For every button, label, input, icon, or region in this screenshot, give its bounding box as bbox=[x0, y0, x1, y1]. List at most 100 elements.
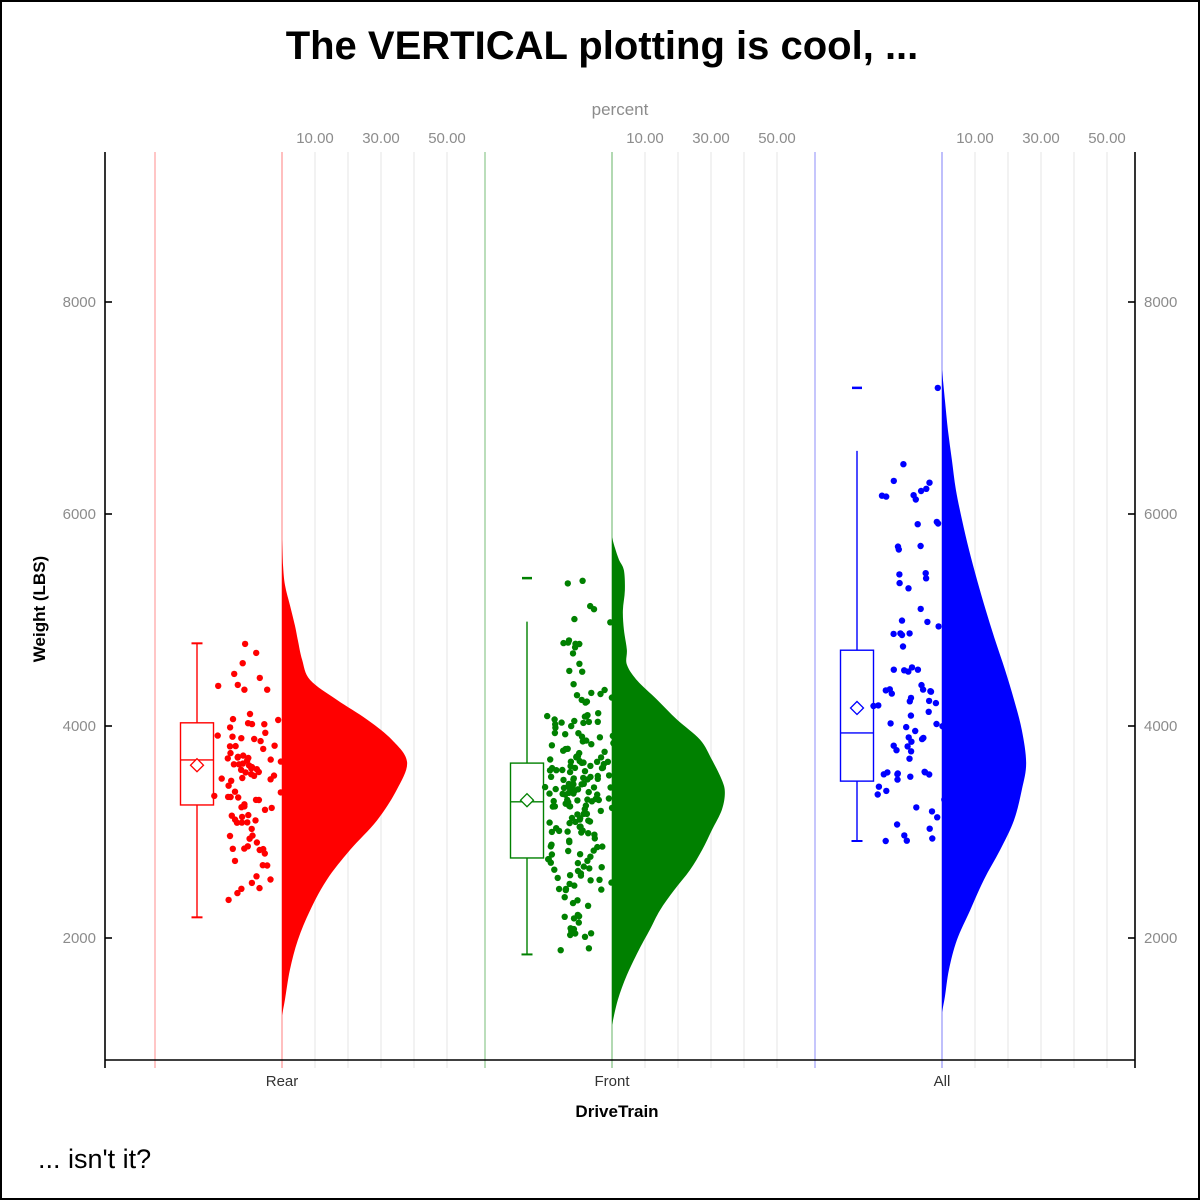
jitter-point bbox=[566, 667, 573, 675]
jitter-point bbox=[870, 702, 877, 710]
jitter-point bbox=[597, 807, 604, 815]
jitter-point bbox=[239, 660, 246, 667]
jitter-point bbox=[582, 802, 590, 809]
jitter-point bbox=[585, 830, 592, 837]
jitter-point bbox=[229, 845, 236, 852]
jitter-point bbox=[893, 747, 900, 754]
jitter-point bbox=[594, 843, 601, 851]
jitter-point bbox=[578, 696, 585, 704]
jitter-point bbox=[895, 546, 902, 553]
jitter-point bbox=[600, 760, 607, 768]
jitter-point bbox=[234, 889, 241, 897]
jitter-point bbox=[587, 762, 594, 770]
jitter-point bbox=[576, 660, 583, 667]
jitter-point bbox=[574, 859, 582, 867]
jitter-point bbox=[564, 639, 572, 646]
jitter-point bbox=[901, 667, 908, 674]
jitter-point bbox=[548, 742, 556, 749]
jitter-point bbox=[581, 933, 589, 940]
jitter-point bbox=[261, 806, 269, 813]
jitter-point bbox=[567, 925, 574, 932]
jitter-point bbox=[251, 735, 258, 743]
jitter-point bbox=[562, 745, 569, 753]
jitter-point bbox=[560, 776, 567, 784]
jitter-point bbox=[566, 819, 573, 827]
jitter-point bbox=[918, 681, 925, 689]
jitter-point bbox=[893, 821, 901, 828]
right-axis-tick-label: 6000 bbox=[1144, 506, 1177, 523]
jitter-point bbox=[549, 803, 556, 810]
jitter-point bbox=[905, 585, 912, 592]
jitter-point bbox=[599, 843, 606, 850]
jitter-point bbox=[277, 758, 285, 765]
jitter-point bbox=[253, 873, 260, 880]
jitter-point bbox=[586, 818, 594, 825]
jitter-point bbox=[562, 731, 569, 738]
jitter-point bbox=[240, 752, 247, 759]
jitter-point bbox=[573, 692, 581, 699]
jitter-point bbox=[910, 492, 917, 499]
jitter-point bbox=[612, 652, 620, 660]
jitter-point bbox=[555, 827, 563, 835]
jitter-point bbox=[601, 748, 608, 755]
top-axis-title: percent bbox=[591, 100, 649, 119]
jitter-point bbox=[575, 919, 582, 926]
jitter-point bbox=[580, 863, 587, 870]
jitter-point bbox=[231, 788, 239, 795]
jitter-point bbox=[610, 739, 617, 747]
jitter-point bbox=[887, 720, 894, 727]
jitter-point bbox=[547, 756, 554, 763]
jitter-point bbox=[238, 819, 246, 826]
jitter-point bbox=[585, 788, 592, 796]
jitter-point bbox=[884, 769, 891, 776]
jitter-point bbox=[608, 879, 615, 886]
jitter-point bbox=[255, 796, 263, 804]
jitter-point bbox=[566, 838, 573, 846]
jitter-point bbox=[577, 872, 585, 879]
jitter-point bbox=[903, 723, 910, 731]
jitter-point bbox=[584, 857, 591, 864]
jitter-point bbox=[264, 862, 271, 869]
percent-tick-label: 10.00 bbox=[296, 130, 334, 147]
jitter-point bbox=[890, 666, 897, 673]
jitter-point bbox=[256, 674, 263, 682]
left-axis-tick-label: 6000 bbox=[63, 506, 96, 523]
jitter-point bbox=[580, 719, 587, 727]
jitter-point bbox=[933, 720, 940, 728]
jitter-point bbox=[548, 841, 555, 848]
jitter-point bbox=[898, 617, 906, 624]
jitter-point bbox=[605, 795, 613, 802]
jitter-point bbox=[584, 776, 591, 783]
jitter-point bbox=[584, 902, 592, 909]
jitter-point bbox=[900, 461, 907, 468]
jitter-point bbox=[912, 727, 919, 735]
jitter-point bbox=[571, 644, 579, 651]
jitter-point bbox=[566, 880, 573, 888]
jitter-point bbox=[241, 686, 248, 693]
left-axis-tick-label: 2000 bbox=[63, 930, 96, 947]
jitter-point bbox=[934, 814, 941, 821]
jitter-point bbox=[577, 815, 584, 822]
jitter-point bbox=[253, 766, 260, 773]
jitter-point bbox=[875, 702, 882, 709]
jitter-point bbox=[925, 708, 932, 715]
jitter-point bbox=[925, 697, 933, 705]
violin-front bbox=[612, 537, 725, 1025]
jitter-point bbox=[256, 884, 263, 892]
jitter-point bbox=[921, 769, 929, 776]
jitter-point bbox=[566, 802, 573, 810]
jitter-point bbox=[907, 773, 914, 780]
jitter-point bbox=[226, 724, 234, 731]
percent-tick-label: 30.00 bbox=[692, 130, 730, 147]
jitter-point bbox=[578, 733, 586, 740]
jitter-point bbox=[566, 768, 574, 776]
jitter-point bbox=[890, 477, 897, 485]
jitter-point bbox=[587, 602, 594, 610]
mean-diamond bbox=[189, 757, 205, 773]
jitter-point bbox=[229, 733, 236, 740]
jitter-point bbox=[924, 618, 931, 626]
jitter-point bbox=[907, 694, 915, 702]
jitter-point bbox=[573, 753, 580, 760]
